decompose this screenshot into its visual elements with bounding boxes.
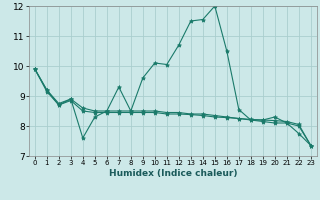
X-axis label: Humidex (Indice chaleur): Humidex (Indice chaleur) — [108, 169, 237, 178]
